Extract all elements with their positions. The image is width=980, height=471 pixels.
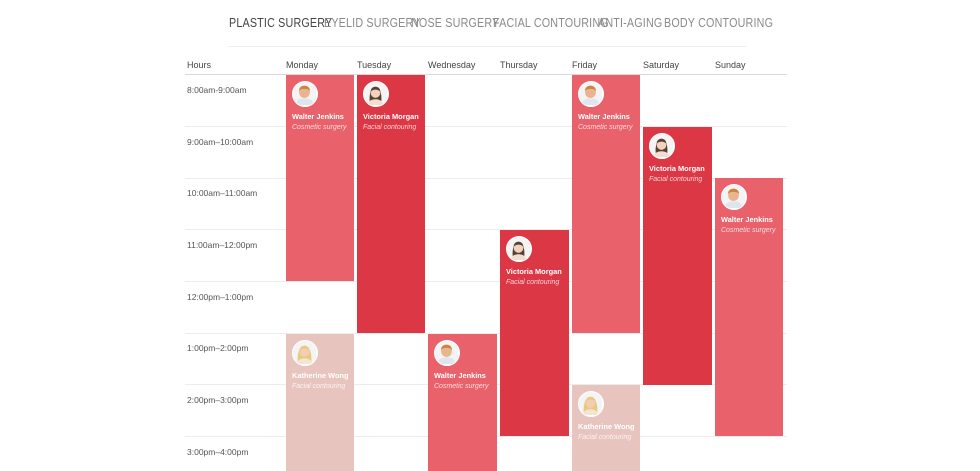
hour-label: 9:00am–10:00am (187, 137, 254, 147)
female-blonde-avatar-icon (292, 340, 318, 366)
event-name: Katherine Wong (578, 422, 635, 431)
event-friday-walter-jenkins[interactable]: Walter Jenkins Cosmetic surgery (572, 75, 640, 333)
event-monday-katherine-wong[interactable]: Katherine Wong Facial contouring (286, 334, 354, 471)
column-head-hours: Hours (187, 60, 212, 70)
event-thursday-victoria-morgan[interactable]: Victoria Morgan Facial contouring (500, 230, 569, 436)
female-avatar-icon (506, 236, 532, 262)
hour-label: 8:00am-9:00am (187, 85, 247, 95)
column-head-friday: Friday (572, 60, 598, 70)
column-head-thursday: Thursday (500, 60, 538, 70)
male-avatar-icon (292, 81, 318, 107)
male-avatar-icon (434, 340, 460, 366)
event-procedure: Cosmetic surgery (578, 124, 633, 131)
female-avatar-icon (649, 133, 675, 159)
timetable-header: Hours Monday Tuesday Wednesday Thursday … (0, 60, 980, 74)
male-avatar-icon (721, 184, 747, 210)
event-name: Walter Jenkins (434, 371, 486, 380)
tab-facial-contouring[interactable]: FACIAL CONTOURING (493, 16, 609, 30)
event-name: Victoria Morgan (649, 164, 705, 173)
event-procedure: Cosmetic surgery (434, 383, 489, 390)
tab-eyelid-surgery[interactable]: EYELID SURGERY (324, 16, 421, 30)
tab-plastic-surgery[interactable]: PLASTIC SURGERY (229, 16, 333, 30)
event-name: Walter Jenkins (721, 215, 773, 224)
event-name: Katherine Wong (292, 371, 349, 380)
event-saturday-victoria-morgan[interactable]: Victoria Morgan Facial contouring (643, 127, 712, 385)
column-head-monday: Monday (286, 60, 319, 70)
event-wednesday-walter-jenkins[interactable]: Walter Jenkins Cosmetic surgery (428, 334, 497, 471)
event-friday-katherine-wong[interactable]: Katherine Wong Facial contouring (572, 385, 640, 471)
event-name: Walter Jenkins (292, 112, 344, 121)
category-tabs: PLASTIC SURGERY EYELID SURGERY NOSE SURG… (0, 14, 980, 47)
hour-label: 12:00pm–1:00pm (187, 292, 254, 302)
event-procedure: Cosmetic surgery (721, 227, 776, 234)
event-name: Walter Jenkins (578, 112, 630, 121)
column-head-saturday: Saturday (643, 60, 680, 70)
event-procedure: Facial contouring (506, 279, 560, 286)
event-procedure: Cosmetic surgery (292, 124, 347, 131)
column-head-sunday: Sunday (715, 60, 746, 70)
event-name: Victoria Morgan (506, 267, 562, 276)
hour-divider (185, 126, 787, 127)
tabs-divider (228, 46, 746, 47)
event-tuesday-victoria-morgan[interactable]: Victoria Morgan Facial contouring (357, 75, 425, 333)
female-avatar-icon (363, 81, 389, 107)
column-head-tuesday: Tuesday (357, 60, 392, 70)
male-avatar-icon (578, 81, 604, 107)
event-procedure: Facial contouring (363, 124, 417, 131)
event-procedure: Facial contouring (649, 176, 703, 183)
hour-label: 3:00pm–4:00pm (187, 447, 249, 457)
event-procedure: Facial contouring (578, 434, 632, 441)
hour-label: 10:00am–11:00am (187, 188, 258, 198)
event-monday-walter-jenkins[interactable]: Walter Jenkins Cosmetic surgery (286, 75, 354, 281)
column-head-wednesday: Wednesday (428, 60, 476, 70)
tab-nose-surgery[interactable]: NOSE SURGERY (411, 16, 500, 30)
hour-divider (185, 281, 787, 282)
hour-label: 1:00pm–2:00pm (187, 343, 249, 353)
hour-divider (185, 333, 787, 334)
hour-label: 11:00am–12:00pm (187, 240, 258, 250)
tab-body-contouring[interactable]: BODY CONTOURING (664, 16, 774, 30)
event-name: Victoria Morgan (363, 112, 419, 121)
header-divider (185, 74, 787, 75)
hour-label: 2:00pm–3:00pm (187, 395, 249, 405)
event-procedure: Facial contouring (292, 383, 346, 390)
tab-anti-aging[interactable]: ANTI-AGING (598, 16, 663, 30)
event-sunday-walter-jenkins[interactable]: Walter Jenkins Cosmetic surgery (715, 178, 783, 436)
hour-divider (185, 178, 787, 179)
hour-divider (185, 229, 787, 230)
female-blonde-avatar-icon (578, 391, 604, 417)
